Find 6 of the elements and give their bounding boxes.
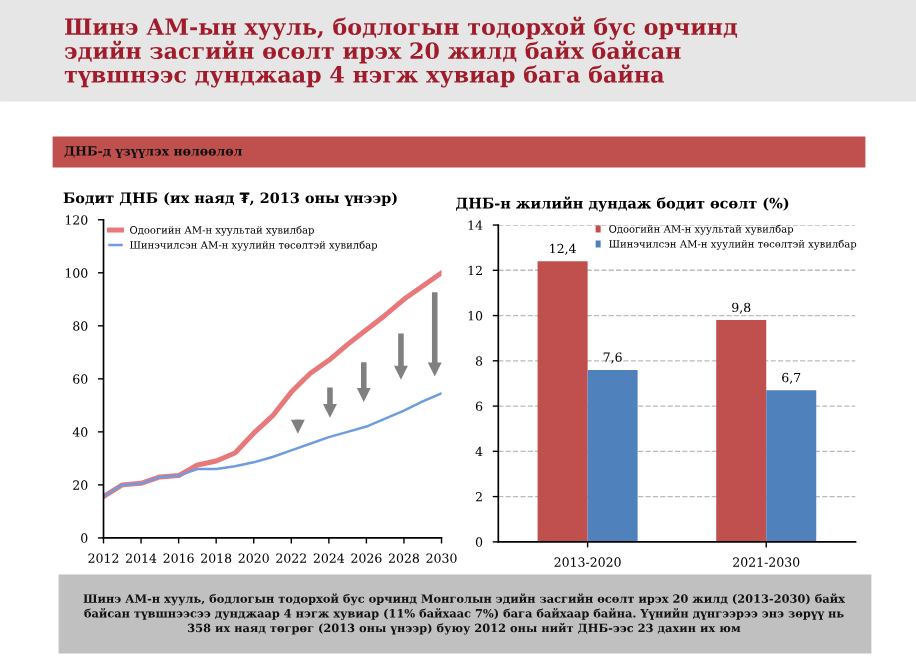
text: Шинэ АМ-ын хууль, бодлогын тодорхой бус орчинд эдийн засгийн өсөлт ирэх 20 жилд байх байсан түвшнээс дунджаар 4 нэгж хувиар бага байна bbox=[64, 16, 738, 88]
bar bbox=[537, 261, 588, 542]
bar bbox=[766, 390, 817, 542]
bar bbox=[587, 369, 638, 542]
line-series bbox=[103, 392, 442, 498]
bar bbox=[716, 320, 767, 542]
